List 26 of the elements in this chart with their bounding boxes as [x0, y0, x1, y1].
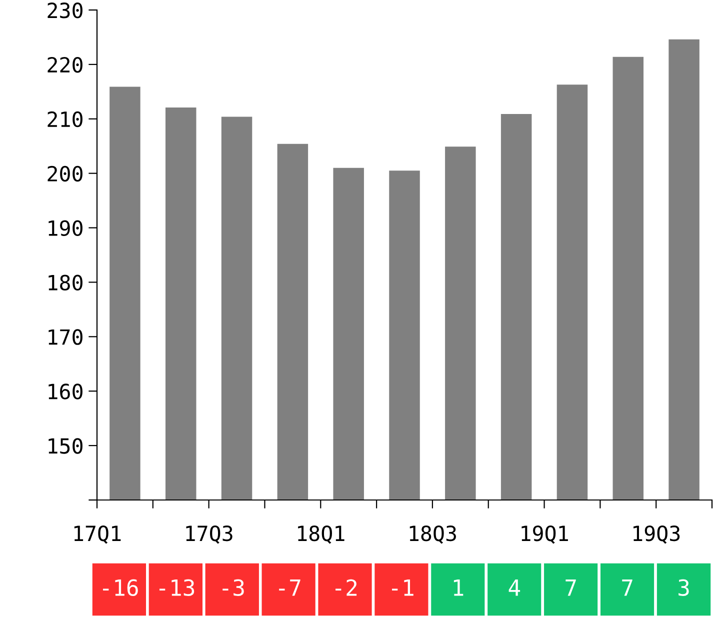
- data-label: -3: [222, 579, 244, 596]
- x-tick-label: 18Q3: [410, 525, 456, 544]
- x-tick-label: 17Q3: [186, 525, 232, 544]
- y-tick-label: 220: [48, 56, 82, 73]
- data-label: -7: [279, 579, 300, 596]
- data-label: -1: [392, 579, 414, 596]
- y-tick-label: 170: [48, 329, 82, 345]
- y-tick-label: 230: [48, 2, 82, 18]
- data-label: 7: [622, 579, 632, 596]
- x-tick-label: 19Q3: [634, 525, 680, 544]
- data-label: 4: [508, 579, 520, 596]
- data-label: -16: [103, 579, 138, 596]
- x-tick-label: 17Q1: [74, 525, 121, 544]
- data-label: 3: [678, 579, 689, 596]
- y-tick-label: 200: [48, 166, 82, 182]
- data-label: -2: [336, 579, 357, 596]
- x-tick-label: 18Q1: [298, 525, 344, 544]
- y-tick-label: 180: [48, 274, 82, 290]
- x-tick-label: 19Q1: [522, 525, 568, 544]
- y-tick-label: 150: [48, 438, 82, 454]
- y-tick-label: 210: [48, 111, 82, 128]
- data-label: -13: [159, 579, 194, 596]
- data-label: 7: [566, 579, 576, 596]
- y-tick-label: 160: [48, 384, 82, 400]
- y-tick-label: 190: [48, 220, 82, 236]
- data-label: 1: [454, 579, 464, 596]
